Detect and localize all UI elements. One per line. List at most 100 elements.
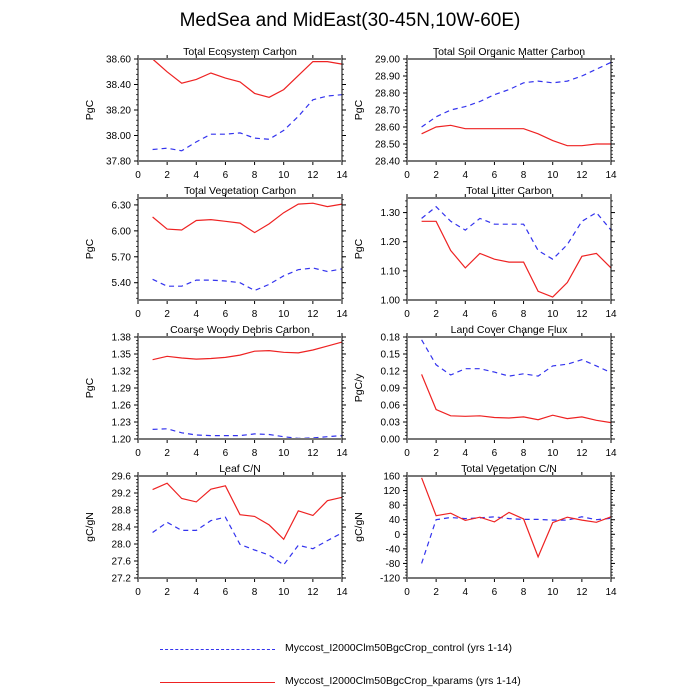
y-tick-label: 1.32: [112, 367, 132, 378]
chart-panel: Total Vegetation C/NgC/gN-120-80-4004080…: [353, 463, 617, 598]
x-tick-label: 0: [135, 170, 141, 181]
chart-panel: Total Soil Organic Matter Carbon PgC 28.40…: [353, 46, 617, 181]
y-tick-label: 0.15: [381, 350, 401, 361]
x-tick-label: 4: [194, 170, 200, 181]
legend-item-kparams: Myccost_I2000Clm50BgcCrop_kparams (yrs 1…: [160, 674, 580, 690]
plot-frame: [406, 475, 612, 579]
chart-panel: Total Ecosystem Carbon PgC 37.80 38.00 38.20…: [84, 46, 348, 181]
y-axis-label: PgC: [84, 99, 96, 120]
legend-sample-kparams: [160, 682, 275, 683]
y-tick-label: 0.18: [381, 333, 401, 344]
plot-frame: [406, 336, 612, 440]
y-tick-label: 1.35: [112, 350, 132, 361]
y-tick-label: -80: [386, 559, 401, 570]
y-tick-label: 160: [383, 472, 400, 483]
x-tick-label: 12: [576, 587, 588, 598]
y-tick-label: 38.60: [106, 55, 131, 66]
x-tick-label: 2: [164, 309, 170, 320]
y-tick-label: 28.40: [375, 157, 400, 168]
x-tick-label: 8: [252, 448, 258, 459]
series-line-kparams: [152, 202, 343, 234]
x-tick-label: 10: [278, 170, 290, 181]
x-tick-label: 14: [605, 587, 617, 598]
x-tick-label: 12: [307, 587, 319, 598]
chart-panel: Leaf C/N gC/gN 27.2 27.6 28.0 28.4 28.8 29.2 29.…: [84, 463, 348, 598]
y-tick-label: 1.10: [381, 266, 401, 277]
legend-item-control: Myccost_I2000Clm50BgcCrop_control (yrs 1…: [160, 641, 580, 657]
x-tick-label: 6: [492, 170, 498, 181]
y-tick-label: 0.03: [381, 418, 401, 429]
x-tick-label: 0: [135, 587, 141, 598]
chart-title: Total Soil Organic Matter Carbon: [433, 46, 585, 58]
y-tick-label: 120: [383, 486, 400, 497]
x-tick-label: 12: [307, 448, 319, 459]
x-tick-label: 4: [463, 448, 469, 459]
x-tick-label: 12: [576, 170, 588, 181]
x-tick-label: 12: [576, 309, 588, 320]
series-line-control: [152, 267, 343, 292]
x-tick-label: 2: [433, 587, 439, 598]
plot-frame: [137, 475, 343, 579]
y-tick-label: 28.4: [112, 523, 132, 534]
x-tick-label: 4: [463, 170, 469, 181]
x-tick-label: 14: [336, 587, 348, 598]
y-tick-label: 1.00: [381, 296, 401, 307]
plot-frame: [137, 336, 343, 440]
plot-frame: [406, 197, 612, 301]
x-tick-label: 0: [404, 309, 410, 320]
y-axis-label: PgC: [84, 377, 96, 398]
chart-panel: Coarse Woody Debris Carbon PgC 1.20 1.23 1.2…: [84, 324, 348, 459]
y-tick-label: 28.50: [375, 140, 400, 151]
x-tick-label: 12: [576, 448, 588, 459]
figure-title: MedSea and MidEast(30-45N,10W-60E): [179, 10, 521, 31]
x-tick-label: 4: [463, 309, 469, 320]
y-tick-label: 1.38: [112, 333, 132, 344]
y-tick-label: 80: [389, 501, 401, 512]
y-tick-label: 0.00: [381, 435, 401, 446]
x-tick-label: 10: [547, 448, 559, 459]
chart-title: Total Litter Carbon: [466, 185, 552, 197]
x-tick-label: 10: [278, 448, 290, 459]
x-tick-label: 6: [223, 587, 229, 598]
y-tick-label: 5.70: [112, 252, 132, 263]
x-tick-label: 0: [404, 448, 410, 459]
x-tick-label: 10: [278, 309, 290, 320]
x-tick-label: 4: [194, 448, 200, 459]
x-tick-label: 8: [521, 587, 527, 598]
y-tick-label: 29.00: [375, 55, 400, 66]
y-tick-label: 6.30: [112, 200, 132, 211]
y-tick-label: -120: [380, 574, 400, 585]
series-line-kparams: [152, 341, 343, 361]
y-tick-label: 1.20: [381, 237, 401, 248]
y-axis-label: gC/gN: [84, 512, 96, 542]
y-tick-label: 1.23: [112, 418, 132, 429]
y-tick-label: 28.60: [375, 123, 400, 134]
legend-sample-control: [160, 649, 275, 650]
x-tick-label: 6: [492, 309, 498, 320]
x-tick-label: 6: [492, 587, 498, 598]
series-line-control: [152, 428, 343, 440]
y-tick-label: 0: [394, 530, 400, 541]
x-tick-label: 2: [433, 309, 439, 320]
y-tick-label: 1.26: [112, 401, 132, 412]
x-tick-label: 14: [336, 448, 348, 459]
x-tick-label: 8: [521, 448, 527, 459]
y-tick-label: 1.20: [112, 435, 132, 446]
series-line-kparams: [421, 477, 612, 559]
y-tick-label: 1.29: [112, 384, 132, 395]
legend-label-kparams: Myccost_I2000Clm50BgcCrop_kparams (yrs 1…: [285, 675, 521, 687]
y-tick-label: 27.2: [112, 574, 132, 585]
series-line-control: [421, 339, 612, 377]
x-tick-label: 10: [278, 587, 290, 598]
y-tick-label: 6.00: [112, 226, 132, 237]
x-tick-label: 0: [404, 170, 410, 181]
x-tick-label: 6: [223, 309, 229, 320]
x-tick-label: 0: [404, 587, 410, 598]
series-line-kparams: [421, 374, 612, 424]
y-tick-label: 40: [389, 515, 401, 526]
chart-panel: Land Cover Change Flux PgC/y 0.00 0.03 0.06 0…: [353, 324, 617, 459]
series-line-kparams: [152, 58, 343, 98]
x-tick-label: 8: [252, 170, 258, 181]
y-tick-label: 38.40: [106, 80, 131, 91]
